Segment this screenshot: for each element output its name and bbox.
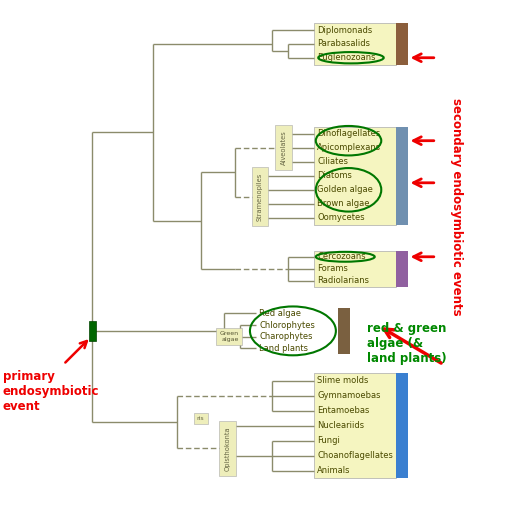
- Text: Slime molds: Slime molds: [317, 376, 369, 385]
- Text: Euglenozoans: Euglenozoans: [317, 53, 376, 62]
- Text: Dinoflagellates: Dinoflagellates: [317, 129, 381, 138]
- FancyBboxPatch shape: [396, 251, 408, 287]
- FancyBboxPatch shape: [314, 251, 396, 287]
- Text: Entamoebas: Entamoebas: [317, 406, 370, 415]
- FancyBboxPatch shape: [314, 373, 396, 478]
- FancyBboxPatch shape: [338, 308, 350, 354]
- FancyBboxPatch shape: [314, 127, 396, 225]
- Text: Red algae: Red algae: [259, 309, 301, 318]
- Text: Choanoflagellates: Choanoflagellates: [317, 451, 393, 460]
- Text: Gymnamoebas: Gymnamoebas: [317, 391, 381, 400]
- Text: Parabasalids: Parabasalids: [317, 39, 370, 49]
- Text: secondary endosymbiotic events: secondary endosymbiotic events: [450, 98, 463, 315]
- FancyBboxPatch shape: [89, 321, 96, 341]
- Text: Charophytes: Charophytes: [259, 332, 313, 341]
- Text: Radiolarians: Radiolarians: [317, 277, 369, 285]
- Text: Stramenopiles: Stramenopiles: [257, 173, 263, 221]
- Text: Brown algae: Brown algae: [317, 200, 370, 208]
- Text: Chlorophytes: Chlorophytes: [259, 321, 315, 329]
- Text: Diplomonads: Diplomonads: [317, 26, 373, 35]
- Text: Land plants: Land plants: [259, 344, 308, 353]
- FancyBboxPatch shape: [396, 23, 408, 65]
- Text: Fungi: Fungi: [317, 436, 340, 445]
- FancyBboxPatch shape: [314, 23, 396, 65]
- Text: Golden algae: Golden algae: [317, 185, 373, 194]
- Text: Opisthokonta: Opisthokonta: [225, 426, 231, 470]
- FancyBboxPatch shape: [396, 373, 408, 478]
- FancyBboxPatch shape: [396, 127, 408, 225]
- Text: red & green
algae (&
land plants): red & green algae (& land plants): [367, 322, 447, 366]
- Text: primary
endosymbiotic
event: primary endosymbiotic event: [3, 370, 99, 413]
- Text: Ciliates: Ciliates: [317, 157, 348, 166]
- Text: Apicomplexans: Apicomplexans: [317, 143, 381, 152]
- Text: ris: ris: [197, 416, 204, 421]
- Text: Animals: Animals: [317, 466, 351, 475]
- Text: Cercozoans: Cercozoans: [317, 252, 366, 261]
- Text: Alveolates: Alveolates: [281, 130, 287, 165]
- Text: Forams: Forams: [317, 264, 348, 273]
- Text: Oomycetes: Oomycetes: [317, 214, 365, 222]
- Text: Nucleariids: Nucleariids: [317, 421, 364, 430]
- Text: Green
algae: Green algae: [220, 331, 239, 342]
- Text: Diatoms: Diatoms: [317, 171, 352, 180]
